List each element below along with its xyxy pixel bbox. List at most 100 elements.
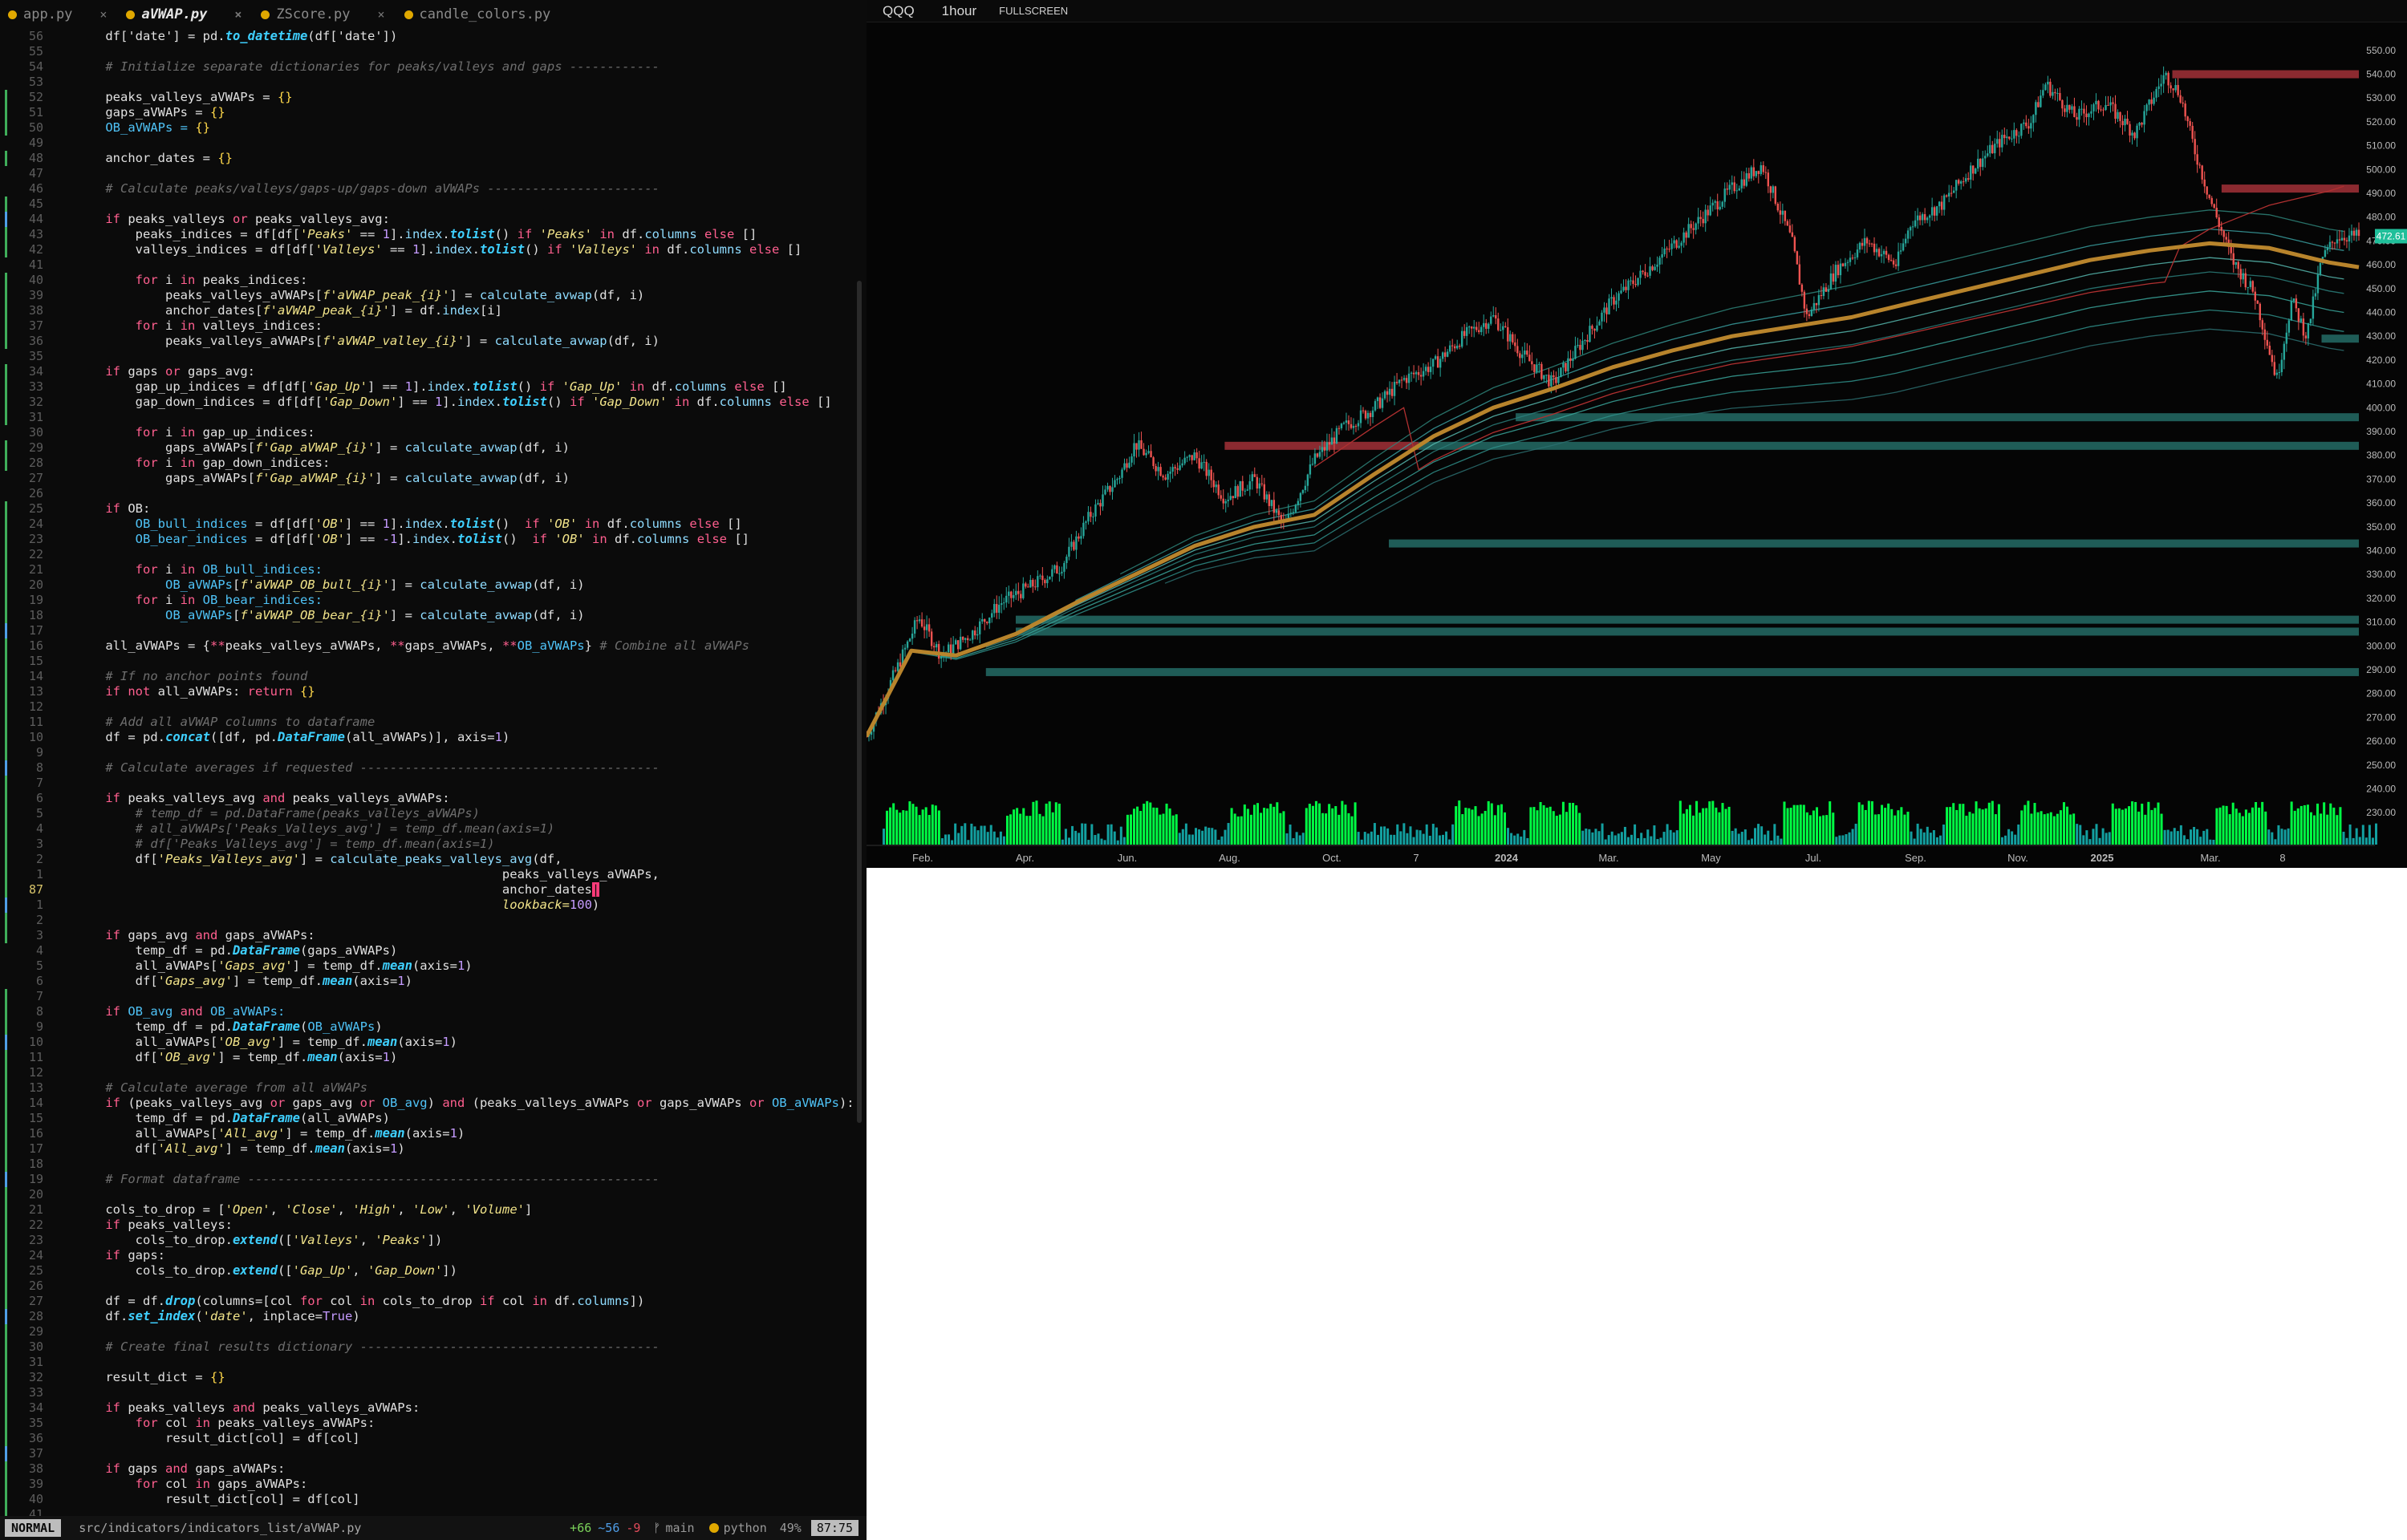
code-line[interactable]: if gaps: [75,1248,165,1263]
code-line[interactable]: # Calculate averages if requested ------… [75,760,660,776]
code-line[interactable]: all_aVWAPs['Gaps_avg'] = temp_df.mean(ax… [75,958,473,974]
code-line[interactable]: df = df.drop(columns=[col for col in col… [75,1294,644,1309]
code-line[interactable]: for i in gap_down_indices: [75,456,331,471]
code-editor[interactable]: app.py × aVWAP.py × ZScore.py × candle_colors.… [0,0,867,1540]
candle-body [2350,230,2353,236]
code-line[interactable]: # Create final results dictionary ------… [75,1339,660,1355]
code-line[interactable]: # all_aVWAPs['Peaks_Valleys_avg'] = temp… [75,821,555,837]
code-token: df[ [75,1050,158,1064]
code-line[interactable]: gaps_aVWAPs[f'Gap_aVWAP_{i}'] = calculat… [75,471,570,486]
code-line[interactable]: for col in gaps_aVWAPs: [75,1477,308,1492]
code-line[interactable]: peaks_indices = df[df['Peaks' == 1].inde… [75,227,757,242]
volume-bar [1175,814,1178,845]
code-line[interactable]: if peaks_valleys and peaks_valleys_aVWAP… [75,1400,420,1416]
code-line[interactable]: # df['Peaks_Valleys_avg'] = temp_df.mean… [75,837,495,852]
candle-body [1697,217,1699,224]
interval-button[interactable]: 1hour [941,2,977,18]
code-line[interactable]: cols_to_drop.extend(['Valleys', 'Peaks']… [75,1233,443,1248]
code-line[interactable]: OB_aVWAPs[f'aVWAP_OB_bull_{i}'] = calcul… [75,578,585,593]
code-line[interactable]: peaks_valleys_aVWAPs = {} [75,90,292,105]
symbol-button[interactable]: QQQ [883,2,915,18]
code-line[interactable]: if peaks_valleys: [75,1218,233,1233]
code-line[interactable]: if peaks_valleys or peaks_valleys_avg: [75,212,390,227]
code-line[interactable]: lookback=100) [75,898,599,913]
code-line[interactable]: for i in OB_bull_indices: [75,562,323,578]
code-line[interactable]: anchor_dates = {} [75,151,233,166]
code-line[interactable]: peaks_valleys_aVWAPs[f'aVWAP_peak_{i}'] … [75,288,644,303]
tab-avwap-py[interactable]: aVWAP.py × [118,0,253,29]
code-line[interactable]: # temp_df = pd.DataFrame(peaks_valleys_a… [75,806,480,821]
tab-app-py[interactable]: app.py × [0,0,118,29]
chart-panel[interactable]: QQQ 1hour FULLSCREEN Feb. Apr. Jun. Aug. Oct… [867,0,2407,868]
code-line[interactable]: if (peaks_valleys_avg or gaps_avg or OB_… [75,1096,854,1111]
code-line[interactable]: result_dict[col] = df[col] [75,1431,360,1446]
code-line[interactable]: anchor_dates[f'aVWAP_peak_{i}'] = df.ind… [75,303,502,318]
code-line[interactable]: # If no anchor points found [75,669,307,684]
volume-bar [999,831,1002,845]
code-line[interactable]: anchor_dates| [75,882,600,898]
volume-bar [2182,835,2186,845]
code-line[interactable]: if OB_avg and OB_aVWAPs: [75,1004,285,1019]
fullscreen-button[interactable]: FULLSCREEN [999,5,1069,17]
code-line[interactable]: if peaks_valleys_avg and peaks_valleys_a… [75,791,449,806]
code-line[interactable]: gaps_aVWAPs = {} [75,105,225,120]
code-line[interactable]: temp_df = pd.DataFrame(gaps_aVWAPs) [75,943,398,958]
tab-close-icon[interactable]: × [99,7,108,22]
code-line[interactable]: # Initialize separate dictionaries for p… [75,59,660,75]
code-line[interactable]: df['Gaps_avg'] = temp_df.mean(axis=1) [75,974,412,989]
code-line[interactable]: # Add all aVWAP columns to dataframe [75,715,375,730]
code-line[interactable]: all_aVWAPs = {**peaks_valleys_aVWAPs, **… [75,638,749,654]
code-line[interactable]: df.set_index('date', inplace=True) [75,1309,359,1324]
tab-close-icon[interactable]: × [234,7,242,22]
code-line[interactable]: peaks_valleys_aVWAPs[f'aVWAP_valley_{i}'… [75,334,660,349]
volume-bar [2238,813,2241,845]
code-line[interactable]: result_dict[col] = df[col] [75,1492,360,1507]
code-line[interactable]: if gaps or gaps_avg: [75,364,255,379]
code-line[interactable]: df = pd.concat([df, pd.DataFrame(all_aVW… [75,730,509,745]
code-line[interactable]: # Format dataframe ---------------------… [75,1172,660,1187]
code-token: 'Gap_Down' [592,395,668,409]
code-line[interactable]: gaps_aVWAPs[f'Gap_aVWAP_{i}'] = calculat… [75,440,570,456]
code-line[interactable]: for i in valleys_indices: [75,318,323,334]
code-line[interactable]: temp_df = pd.DataFrame(all_aVWAPs) [75,1111,390,1126]
code-line[interactable]: if not all_aVWAPs: return {} [75,684,315,699]
code-line[interactable]: valleys_indices = df[df['Valleys' == 1].… [75,242,802,257]
code-line[interactable]: OB_aVWAPs[f'aVWAP_OB_bear_{i}'] = calcul… [75,608,585,623]
candle-body [2206,186,2208,195]
code-line[interactable]: for i in gap_up_indices: [75,425,315,440]
code-line[interactable]: df['Peaks_Valleys_avg'] = calculate_peak… [75,852,562,867]
line-number: 35 [28,349,43,363]
code-line[interactable]: df['OB_avg'] = temp_df.mean(axis=1) [75,1050,398,1065]
code-line[interactable]: if gaps_avg and gaps_aVWAPs: [75,928,315,943]
editor-scrollbar[interactable] [857,281,862,1123]
code-line[interactable]: gap_down_indices = df[df['Gap_Down'] == … [75,395,832,410]
tab-candle-colors-py[interactable]: candle_colors.py [396,0,562,29]
code-line[interactable]: df['All_avg'] = temp_df.mean(axis=1) [75,1141,405,1157]
code-line[interactable]: for col in peaks_valleys_aVWAPs: [75,1416,375,1431]
tab-close-icon[interactable]: × [377,7,385,22]
code-line[interactable]: temp_df = pd.DataFrame(OB_aVWAPs) [75,1019,383,1035]
line-number: 87 [28,882,43,897]
code-line[interactable]: all_aVWAPs['All_avg'] = temp_df.mean(axi… [75,1126,465,1141]
code-line[interactable]: OB_bull_indices = df[df['OB'] == 1].inde… [75,517,742,532]
code-line[interactable]: peaks_valleys_aVWAPs, [75,867,660,882]
code-line[interactable]: if OB: [75,501,150,517]
code-line[interactable]: cols_to_drop.extend(['Gap_Up', 'Gap_Down… [75,1263,457,1279]
code-line[interactable]: for i in OB_bear_indices: [75,593,323,608]
price-chart[interactable]: Feb. Apr. Jun. Aug. Oct. 7 2024 Mar. May Jul. Sep.… [867,22,2407,868]
code-line[interactable]: all_aVWAPs['OB_avg'] = temp_df.mean(axis… [75,1035,457,1050]
code-line[interactable]: df['date'] = pd.to_datetime(df['date']) [75,29,397,44]
code-line[interactable]: if gaps and gaps_aVWAPs: [75,1461,285,1477]
code-line[interactable]: OB_aVWAPs = {} [75,120,210,136]
code-area[interactable]: df['date'] = pd.to_datetime(df['date']) … [72,29,867,1521]
code-token: = df[df[ [247,532,315,546]
code-line[interactable]: # Calculate average from all aVWAPs [75,1080,367,1096]
tab-zscore-py[interactable]: ZScore.py × [253,0,396,29]
code-line[interactable]: # Calculate peaks/valleys/gaps-up/gaps-d… [75,181,660,197]
code-line[interactable]: OB_bear_indices = df[df['OB'] == -1].ind… [75,532,749,547]
code-line[interactable]: for i in peaks_indices: [75,273,308,288]
code-line[interactable]: result_dict = {} [75,1370,225,1385]
code-token: , [449,1202,465,1217]
code-line[interactable]: cols_to_drop = ['Open', 'Close', 'High',… [75,1202,532,1218]
code-line[interactable]: gap_up_indices = df[df['Gap_Up'] == 1].i… [75,379,787,395]
